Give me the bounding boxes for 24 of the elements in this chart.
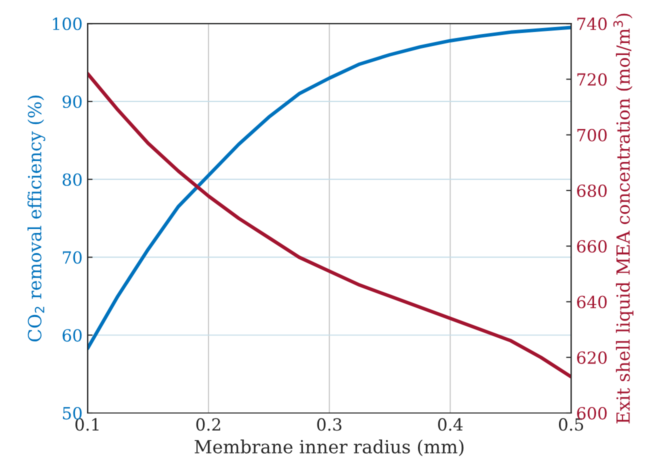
y2-tick-label: 700: [577, 128, 607, 142]
y-tick-label: 60: [62, 329, 82, 342]
x-tick-label: 0.5: [558, 418, 584, 431]
y-axis-title: CO$_{2}$ removal efficiency (%): [28, 96, 46, 342]
x-tick-label: 0.4: [438, 418, 463, 431]
y2-tick-label: 640: [577, 296, 607, 308]
y-tick-label: 80: [62, 173, 82, 186]
x-tick-label: 0.3: [317, 418, 342, 431]
y-tick-label: 90: [62, 95, 82, 108]
y-tick-label: 50: [62, 406, 82, 420]
y-tick-label: 70: [62, 251, 82, 264]
x-tick-label: 0.2: [196, 418, 220, 431]
y2-tick-label: 740: [577, 18, 607, 30]
y2-tick-label: 660: [577, 240, 607, 253]
y2-tick-label: 720: [577, 73, 607, 86]
y2-tick-label: 600: [577, 406, 607, 420]
line-series: [88, 26, 572, 350]
x-tick-label: 0.1: [75, 418, 98, 431]
y-tick-label: 100: [52, 18, 82, 30]
y2-tick-label: 620: [577, 351, 607, 364]
line-series: [88, 72, 572, 379]
x-axis-title: Membrane inner radius (mm): [194, 440, 464, 456]
y2-axis-title: Exit shell liquid MEA concentration (mol/m$^{3}$): [613, 14, 634, 424]
y2-tick-label: 680: [577, 184, 607, 198]
